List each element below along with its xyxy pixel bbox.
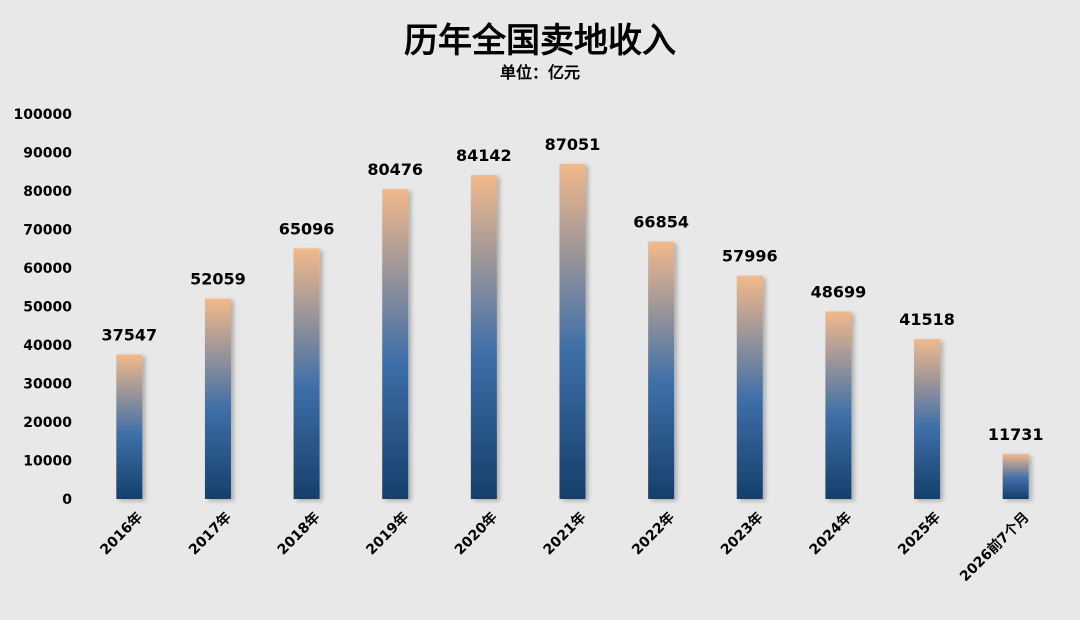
bar-2018年 — [293, 248, 320, 499]
data-label: 37547 — [101, 325, 157, 344]
y-tick-label: 80000 — [23, 184, 72, 200]
y-tick-label: 20000 — [23, 415, 72, 431]
bar-2016年 — [116, 354, 143, 499]
y-tick-label: 0 — [62, 492, 72, 508]
y-tick-label: 90000 — [23, 146, 72, 162]
bar-2020年 — [470, 175, 497, 500]
data-label: 41518 — [899, 310, 955, 329]
bar-2021年 — [559, 163, 586, 500]
x-tick-label: 2020年 — [451, 509, 500, 558]
y-tick-label: 100000 — [14, 107, 73, 123]
data-label: 65096 — [279, 219, 335, 238]
data-label: 11731 — [988, 425, 1044, 444]
data-label: 48699 — [811, 283, 867, 302]
y-tick-label: 50000 — [23, 300, 72, 316]
bar-2026前7个月 — [1002, 453, 1029, 499]
bar-2017年 — [204, 298, 231, 499]
x-tick-label: 2019年 — [363, 509, 412, 558]
bar-series — [116, 163, 1029, 500]
y-tick-label: 60000 — [23, 261, 72, 277]
bar-2023年 — [736, 275, 763, 499]
x-tick-label: 2024年 — [806, 509, 855, 558]
data-labels: 37547 52059 65096 80476 84142 87051 66854 57996… — [101, 135, 1043, 444]
bar-2022年 — [648, 241, 675, 499]
x-tick-label: 2016年 — [97, 509, 146, 558]
x-tick-label: 2017年 — [185, 509, 234, 558]
x-tick-label: 2025年 — [894, 509, 943, 558]
bar-2019年 — [382, 189, 409, 499]
x-axis: 2016年 2017年 2018年 2019年 2020年 2021年 2022年 2023年… — [97, 509, 1033, 585]
y-tick-label: 10000 — [23, 454, 72, 470]
x-tick-label: 2022年 — [628, 509, 677, 558]
data-label: 87051 — [545, 135, 601, 154]
chart-title: 历年全国卖地收入 — [404, 21, 676, 61]
y-tick-label: 30000 — [23, 377, 72, 393]
x-tick-label: 2018年 — [274, 509, 323, 558]
x-tick-label: 2021年 — [540, 509, 589, 558]
data-label: 66854 — [633, 213, 689, 232]
y-axis: 0 10000 20000 30000 40000 50000 60000 70000 8000… — [14, 107, 73, 508]
x-tick-label: 2026前7个月 — [956, 509, 1032, 585]
chart-subtitle: 单位：亿元 — [500, 63, 580, 82]
y-tick-label: 40000 — [23, 338, 72, 354]
x-tick-label: 2023年 — [717, 509, 766, 558]
y-tick-label: 70000 — [23, 223, 72, 239]
bar-2025年 — [914, 339, 941, 499]
bar-2024年 — [825, 311, 852, 499]
data-label: 52059 — [190, 270, 246, 289]
data-label: 84142 — [456, 146, 512, 165]
data-label: 57996 — [722, 247, 778, 266]
data-label: 80476 — [367, 160, 423, 179]
